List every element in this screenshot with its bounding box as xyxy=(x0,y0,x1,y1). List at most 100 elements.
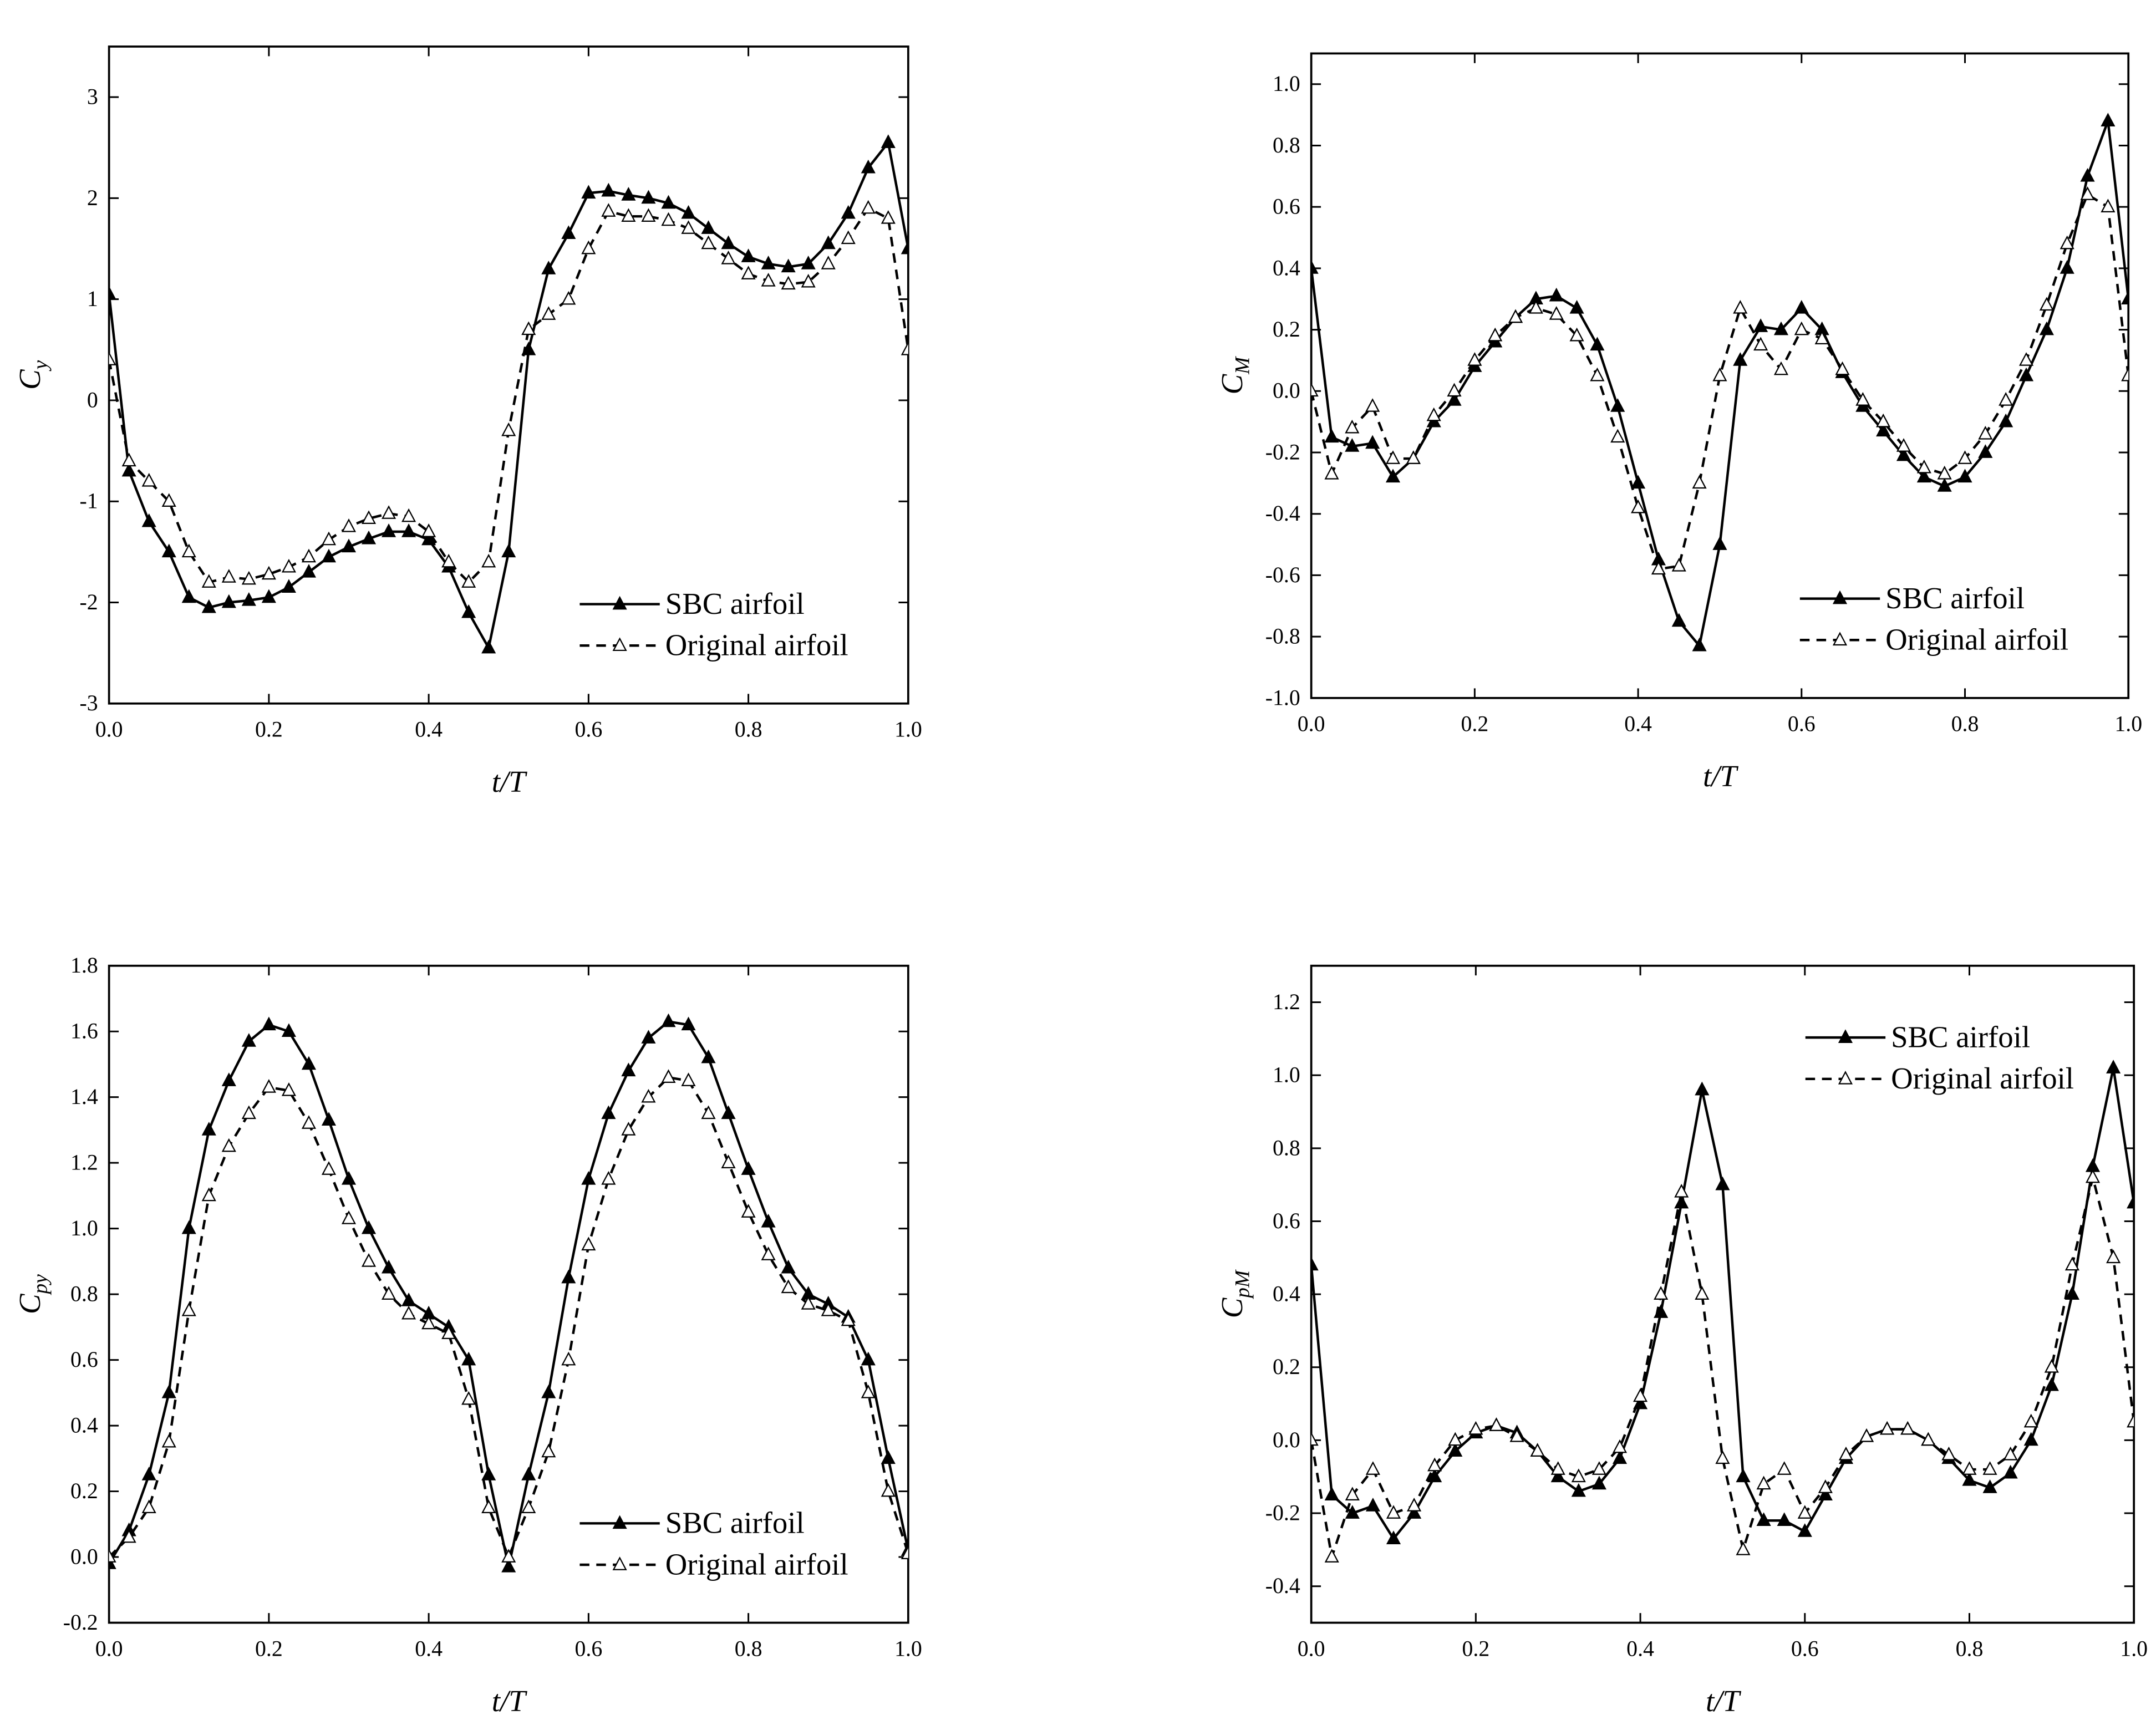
data-point xyxy=(1591,1475,1606,1490)
data-point xyxy=(221,1138,236,1152)
legend-marker xyxy=(612,1515,627,1529)
data-point xyxy=(341,518,357,532)
chart: 0.0 0.2 0.4 0.6 0.8 1.0 -1.0 -0.8 -0.6 -0.4 -0.2 0.… xyxy=(1215,52,2142,793)
data-point xyxy=(1386,1530,1401,1544)
data-point xyxy=(381,1286,396,1300)
data-point xyxy=(781,1259,796,1274)
plot-frame xyxy=(108,45,909,705)
data-point xyxy=(261,1079,276,1093)
data-point xyxy=(401,508,416,522)
data-point xyxy=(881,134,896,148)
data-point xyxy=(261,589,276,603)
legend-label: SBC airfoil xyxy=(665,587,805,620)
data-point xyxy=(441,1325,456,1340)
data-point xyxy=(2018,352,2034,366)
data-point xyxy=(561,291,576,305)
data-point xyxy=(109,352,116,365)
data-point xyxy=(1311,383,1319,397)
data-point xyxy=(1794,299,1809,314)
y-tick-label: 0.6 xyxy=(1273,1209,1300,1233)
y-axis-label-sub: pM xyxy=(1232,1269,1254,1300)
data-point xyxy=(141,513,156,527)
data-point xyxy=(141,1467,156,1480)
data-point xyxy=(1814,330,1829,345)
data-point xyxy=(821,256,836,269)
data-point xyxy=(1978,425,1993,440)
data-point xyxy=(1385,450,1401,464)
data-point xyxy=(1818,1487,1833,1500)
data-point xyxy=(781,258,796,273)
data-point xyxy=(581,185,596,199)
data-point xyxy=(1818,1479,1833,1493)
data-point xyxy=(1957,469,1972,483)
data-point xyxy=(1569,327,1584,342)
data-point xyxy=(1695,1081,1710,1096)
data-point xyxy=(241,1105,256,1120)
data-point xyxy=(801,273,816,288)
data-point xyxy=(301,548,317,563)
data-point xyxy=(821,235,836,250)
data-point xyxy=(621,1122,636,1136)
y-tick-label: -0.4 xyxy=(1265,1574,1300,1598)
legend-marker xyxy=(1832,590,1848,604)
chart: 0.0 0.2 0.4 0.6 0.8 1.0 -3 -2 -1 0 1 2 3 t/T Cy SBC air… xyxy=(13,45,922,798)
y-tick-label: -0.6 xyxy=(1265,563,1300,587)
data-point xyxy=(281,558,296,573)
data-point xyxy=(1715,1176,1730,1190)
data-point xyxy=(521,321,536,335)
data-point xyxy=(2085,1169,2101,1183)
x-tick-label: 0.8 xyxy=(735,1636,762,1661)
data-point xyxy=(2127,1413,2134,1428)
series-line xyxy=(1311,1177,2134,1558)
data-point xyxy=(841,1312,856,1326)
data-point xyxy=(2039,297,2054,311)
data-point xyxy=(1797,1523,1812,1537)
data-point xyxy=(861,200,876,214)
data-point xyxy=(841,205,856,219)
y-tick-label: 1 xyxy=(87,287,98,311)
data-point xyxy=(1982,1479,1997,1493)
data-point xyxy=(821,1302,836,1316)
data-point xyxy=(501,543,516,558)
data-point xyxy=(461,574,476,588)
x-tick-label: 0.2 xyxy=(1462,1636,1489,1661)
legend-label: Original airfoil xyxy=(1885,623,2068,657)
y-tick-label: 1.2 xyxy=(1273,990,1300,1014)
data-point xyxy=(1468,1421,1483,1435)
data-point xyxy=(1957,450,1972,464)
plot-frame xyxy=(1310,964,2135,1624)
data-point xyxy=(681,220,696,234)
data-point xyxy=(2065,1286,2079,1300)
y-axis-label-main: C xyxy=(13,1293,47,1314)
data-point xyxy=(1736,1541,1751,1555)
data-point xyxy=(2121,367,2129,381)
data-point xyxy=(2003,1464,2018,1479)
data-point xyxy=(701,1105,716,1120)
x-tick-label: 1.0 xyxy=(894,718,922,742)
x-tick-label: 0.4 xyxy=(415,1636,443,1661)
data-point xyxy=(1612,1439,1628,1453)
data-point xyxy=(2106,1060,2121,1073)
data-point xyxy=(1712,367,1727,381)
data-point xyxy=(109,286,116,300)
data-point xyxy=(201,599,216,613)
x-axis-label: t/T xyxy=(1706,1684,1741,1718)
data-point xyxy=(2060,260,2074,274)
data-point xyxy=(1407,1498,1422,1512)
data-point xyxy=(381,523,396,537)
data-point xyxy=(1736,1468,1751,1483)
x-tick-label: 0.4 xyxy=(1626,1636,1654,1661)
data-point xyxy=(1880,1421,1895,1435)
data-point xyxy=(901,341,908,355)
data-point xyxy=(581,1171,596,1185)
y-tick-label: -0.8 xyxy=(1265,624,1300,649)
x-tick-label: 0.8 xyxy=(735,718,762,742)
legend-marker xyxy=(612,596,627,610)
data-point xyxy=(721,1105,736,1120)
series-line xyxy=(109,1020,908,1568)
data-point xyxy=(1674,1183,1689,1198)
data-point xyxy=(1797,1505,1812,1519)
data-point xyxy=(481,1467,496,1480)
data-point xyxy=(881,1450,896,1464)
